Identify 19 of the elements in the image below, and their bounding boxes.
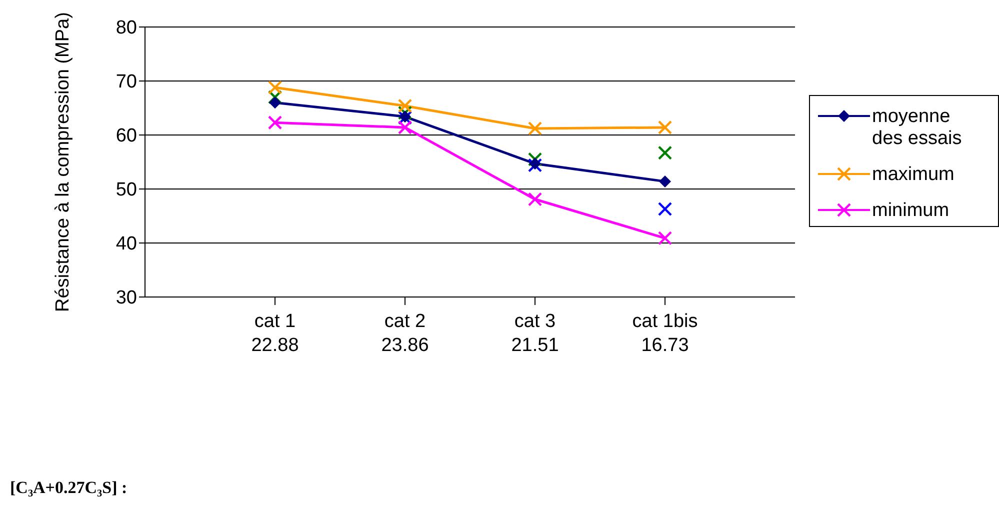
text: [C₃A+0.27C₃S] : [10, 478, 128, 498]
text: 16.73 [641, 335, 689, 356]
y-tick-label: 60 [116, 126, 137, 147]
legend-label: maximum [872, 164, 954, 186]
y-tick-label: 80 [116, 18, 137, 39]
legend-label: moyenne des essais [872, 106, 963, 150]
x-tick-label: cat 2 [384, 311, 426, 332]
x-tick-label: cat 3 [514, 311, 556, 332]
y-tick-label: 30 [116, 288, 137, 309]
x-tick-label: cat 1 [254, 311, 296, 332]
y-tick-label: 50 [116, 180, 137, 201]
text: 21.51 [511, 335, 559, 356]
x-tick-label: cat 1bis [632, 311, 698, 332]
text: 22.88 [251, 335, 299, 356]
y-tick-label: 40 [116, 234, 137, 255]
text: 23.86 [381, 335, 429, 356]
legend-label: minimum [872, 200, 950, 222]
y-axis-title: Résistance à la compression (MPa) [52, 12, 74, 312]
y-tick-label: 70 [116, 72, 137, 93]
